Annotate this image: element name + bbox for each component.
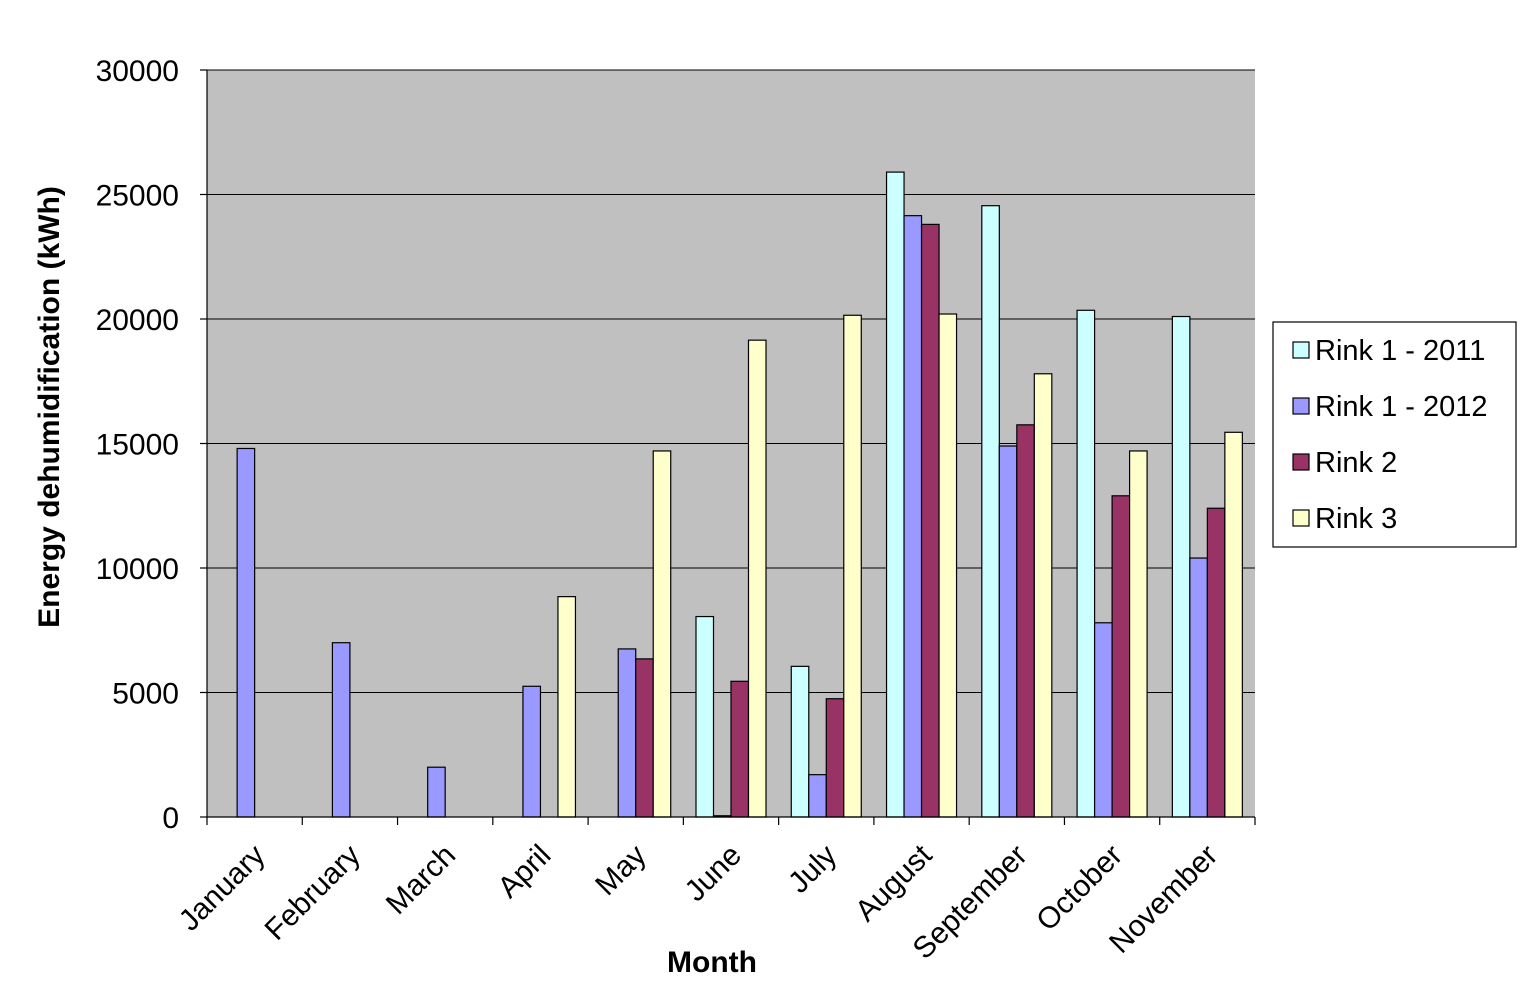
bar xyxy=(920,223,940,818)
bars xyxy=(236,171,1243,818)
legend-label: Rink 2 xyxy=(1315,447,1397,479)
bar xyxy=(825,698,845,818)
bar xyxy=(557,596,577,818)
bar xyxy=(1033,373,1053,818)
x-tick-label: June xyxy=(679,839,748,908)
bar xyxy=(1189,557,1208,818)
legend-label: Rink 1 - 2012 xyxy=(1315,391,1488,423)
bar xyxy=(331,642,351,818)
y-tick-label: 30000 xyxy=(96,55,179,88)
bar xyxy=(1128,450,1148,818)
gridlines xyxy=(207,69,1255,693)
bar xyxy=(747,339,767,818)
bar xyxy=(1224,431,1243,818)
y-tick-label: 15000 xyxy=(96,429,179,462)
legend-swatch xyxy=(1292,509,1310,527)
x-axis-title: Month xyxy=(667,946,757,979)
y-tick-label: 10000 xyxy=(96,553,179,586)
legend-swatch xyxy=(1292,453,1310,471)
y-tick-label: 5000 xyxy=(112,678,179,711)
legend-label: Rink 1 - 2011 xyxy=(1315,335,1485,367)
bar xyxy=(1093,622,1113,818)
bar xyxy=(938,313,958,818)
bar xyxy=(843,314,862,818)
y-tick-label: 25000 xyxy=(96,180,179,213)
y-tick-label: 0 xyxy=(162,802,179,835)
bar xyxy=(1016,424,1035,818)
x-tick-label: January xyxy=(173,839,272,938)
x-tick-label: October xyxy=(1030,839,1129,938)
y-axis-ticks: 0 5000 10000 15000 20000 25000 30000 xyxy=(96,55,207,835)
legend-swatch xyxy=(1292,397,1310,415)
y-tick-label: 20000 xyxy=(96,304,179,337)
bar xyxy=(1171,315,1191,818)
bar xyxy=(730,680,750,818)
legend: Rink 1 - 2011 Rink 1 - 2012 Rink 2 Rink 3 xyxy=(1272,321,1517,548)
bar xyxy=(427,766,446,818)
legend-label: Rink 3 xyxy=(1315,503,1397,535)
legend-swatch xyxy=(1292,341,1310,359)
bar xyxy=(1206,507,1226,818)
x-tick-label: March xyxy=(380,839,462,921)
bar xyxy=(885,171,905,818)
x-tick-label: May xyxy=(589,839,652,902)
legend-box xyxy=(1272,321,1517,548)
bar xyxy=(1076,309,1096,818)
x-tick-label: February xyxy=(259,839,367,947)
bar xyxy=(790,665,810,818)
bar xyxy=(522,685,542,818)
bar xyxy=(236,447,256,818)
bar xyxy=(652,450,672,818)
bar xyxy=(1111,495,1131,818)
y-axis-title: Energy dehumidification (kWh) xyxy=(33,186,66,628)
x-tick-label: April xyxy=(492,839,558,905)
bar xyxy=(981,205,1000,818)
bar xyxy=(808,774,827,818)
bar xyxy=(998,445,1018,818)
bar xyxy=(617,648,637,818)
bar xyxy=(635,658,654,818)
x-tick-label: August xyxy=(849,838,939,928)
bar xyxy=(903,215,923,818)
bar xyxy=(695,615,715,818)
x-tick-label: July xyxy=(782,839,843,900)
